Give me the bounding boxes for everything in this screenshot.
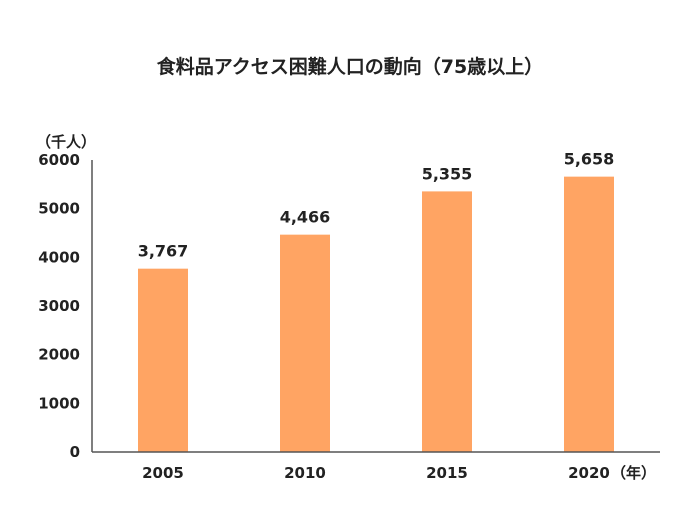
chart-title: 食料品アクセス困難人口の動向（75歳以上） bbox=[156, 56, 544, 78]
y-tick-label: 1000 bbox=[38, 394, 80, 412]
x-tick-label: 2015 bbox=[426, 464, 468, 482]
data-label: 3,767 bbox=[138, 242, 189, 261]
bar-2005 bbox=[138, 268, 188, 452]
y-tick-label: 2000 bbox=[38, 346, 80, 364]
y-axis-unit-label: （千人） bbox=[36, 133, 97, 151]
y-tick-label: 5000 bbox=[38, 200, 80, 218]
x-tick-label: 2005 bbox=[142, 464, 184, 482]
bar-2015 bbox=[422, 191, 472, 452]
data-label: 4,466 bbox=[280, 208, 331, 227]
y-tick-label: 3000 bbox=[38, 297, 80, 315]
y-tick-label: 6000 bbox=[38, 151, 80, 169]
x-tick-label: 2010 bbox=[284, 464, 326, 482]
data-label: 5,355 bbox=[422, 164, 473, 183]
y-tick-label: 0 bbox=[70, 443, 80, 461]
bar-2020 bbox=[564, 176, 614, 453]
x-tick-label: 2020 bbox=[568, 464, 610, 482]
bar-2010 bbox=[280, 234, 330, 452]
y-tick-label: 4000 bbox=[38, 248, 80, 266]
x-axis-unit-label: （年） bbox=[611, 464, 656, 482]
data-label: 5,658 bbox=[564, 150, 615, 169]
